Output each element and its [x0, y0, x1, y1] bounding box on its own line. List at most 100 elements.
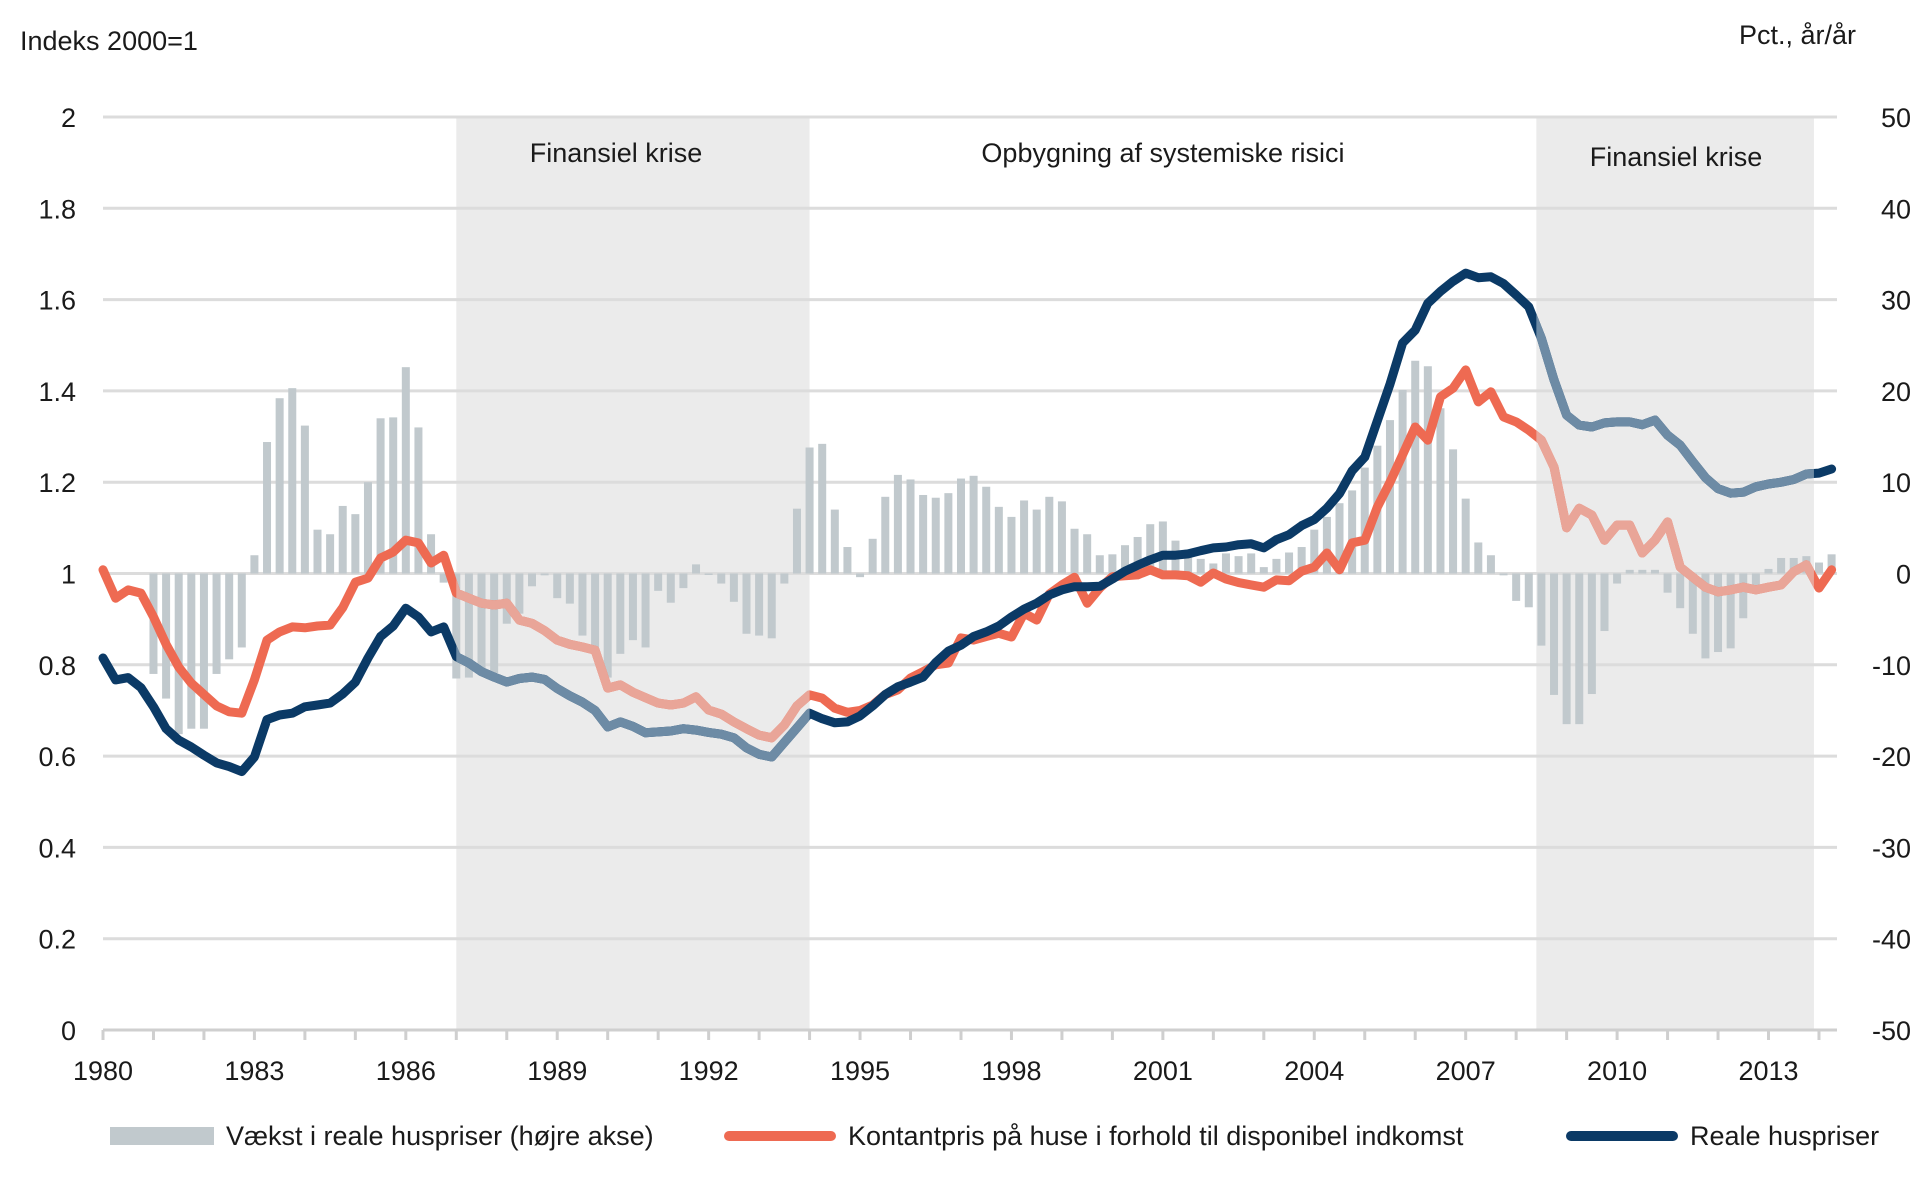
left-tick-label: 1.4	[38, 377, 76, 407]
x-tick-label: 1980	[73, 1056, 133, 1086]
growth-bar	[1461, 498, 1470, 574]
growth-bar	[565, 573, 574, 604]
growth-bar	[805, 447, 814, 574]
x-tick-label: 1983	[224, 1056, 284, 1086]
growth-bar	[906, 479, 915, 574]
growth-bar	[1259, 567, 1268, 574]
growth-bar	[477, 573, 486, 669]
growth-bar	[1701, 573, 1710, 659]
growth-bar	[856, 573, 865, 578]
growth-bar	[868, 538, 877, 574]
growth-bar	[1751, 573, 1760, 587]
growth-bar	[628, 573, 637, 641]
legend-label-reale: Reale huspriser	[1690, 1120, 1880, 1151]
right-tick-label: 20	[1881, 377, 1911, 407]
growth-bar	[1587, 573, 1596, 695]
growth-bar	[1726, 573, 1735, 649]
growth-bar	[616, 573, 625, 654]
annotation-finansiel-krise-1: Finansiel krise	[530, 138, 703, 168]
legend-swatch-reale	[1566, 1131, 1678, 1141]
growth-bar	[1764, 568, 1773, 574]
left-tick-label: 1	[61, 560, 76, 590]
growth-bar	[1095, 555, 1104, 574]
growth-bar	[1057, 501, 1066, 574]
growth-bar	[376, 418, 385, 574]
x-tick-label: 2013	[1738, 1056, 1798, 1086]
growth-bar	[780, 573, 789, 584]
left-tick-label: 0.6	[38, 742, 76, 772]
left-tick-label: 2	[61, 103, 76, 133]
growth-bar	[1474, 542, 1483, 574]
x-axis: 1980 1983 1986 1989 1992 1995 1998 2001 2004 2007…	[73, 1028, 1837, 1086]
growth-bar	[1512, 573, 1521, 601]
growth-bar	[1411, 360, 1420, 574]
right-tick-label: -10	[1872, 651, 1911, 681]
growth-bar	[654, 573, 663, 591]
annotation-opbygning: Opbygning af systemiske risici	[981, 138, 1344, 168]
growth-bar	[553, 573, 562, 599]
growth-bar	[439, 573, 448, 583]
x-tick-label: 2004	[1284, 1056, 1344, 1086]
x-tick-label: 1986	[376, 1056, 436, 1086]
growth-bar	[263, 442, 272, 574]
x-tick-label: 2007	[1436, 1056, 1496, 1086]
growth-bar	[1575, 573, 1584, 725]
growth-bar	[427, 534, 436, 574]
right-tick-label: 50	[1881, 103, 1911, 133]
growth-bar	[755, 573, 764, 636]
growth-bar	[527, 573, 536, 587]
growth-bar	[1638, 569, 1647, 574]
growth-bar	[1272, 558, 1281, 574]
growth-bar	[881, 496, 890, 574]
x-tick-label: 1995	[830, 1056, 890, 1086]
growth-bar	[1486, 555, 1495, 574]
growth-bar	[1007, 516, 1016, 574]
growth-bar	[452, 573, 461, 679]
growth-bar	[666, 573, 675, 603]
growth-bar	[692, 564, 701, 574]
growth-bar	[679, 573, 688, 589]
legend-label-growth: Vækst i reale huspriser (højre akse)	[226, 1120, 654, 1151]
growth-bar	[464, 573, 473, 678]
growth-bar	[1083, 534, 1092, 574]
growth-bar	[1108, 554, 1117, 574]
x-tick-label: 1992	[679, 1056, 739, 1086]
growth-bar	[1777, 557, 1786, 574]
growth-bar	[288, 388, 297, 574]
period-annotations: Finansiel krise Opbygning af systemiske …	[530, 138, 1763, 172]
growth-bar	[1133, 536, 1142, 574]
right-tick-label: -40	[1872, 925, 1911, 955]
legend-label-kontantpris: Kontantpris på huse i forhold til dispon…	[848, 1120, 1464, 1151]
growth-bar	[300, 425, 309, 574]
growth-bar	[212, 573, 221, 674]
growth-bar	[919, 494, 928, 574]
growth-bar	[1524, 573, 1533, 608]
growth-bar	[1789, 557, 1798, 574]
legend-item-growth: Vækst i reale huspriser (højre akse)	[110, 1114, 654, 1158]
growth-bar	[1436, 408, 1445, 574]
growth-bar	[1714, 573, 1723, 653]
growth-bar	[603, 573, 612, 678]
right-tick-label: 10	[1881, 468, 1911, 498]
growth-bar	[1121, 545, 1130, 574]
growth-bar	[1449, 449, 1458, 574]
legend-item-reale: Reale huspriser	[1566, 1114, 1879, 1158]
growth-bar	[830, 509, 839, 574]
right-axis-title: Pct., år/år	[1738, 20, 1856, 50]
growth-bar	[1600, 573, 1609, 632]
growth-bar	[389, 417, 398, 574]
growth-bar	[363, 482, 372, 574]
growth-bar	[956, 478, 965, 574]
growth-bar	[1032, 509, 1041, 574]
growth-bar	[994, 506, 1003, 574]
right-axis: -50 -40 -30 -20 -10 0 10 20 30 40 50	[1872, 103, 1911, 1046]
annotation-finansiel-krise-2: Finansiel krise	[1590, 142, 1763, 172]
right-tick-label: -20	[1872, 742, 1911, 772]
growth-bar	[237, 573, 246, 648]
growth-bar	[792, 508, 801, 574]
growth-bar	[1423, 366, 1432, 574]
growth-bar	[1739, 573, 1748, 619]
right-tick-label: -50	[1872, 1016, 1911, 1046]
growth-bar	[187, 573, 196, 729]
left-tick-label: 0	[61, 1016, 76, 1046]
